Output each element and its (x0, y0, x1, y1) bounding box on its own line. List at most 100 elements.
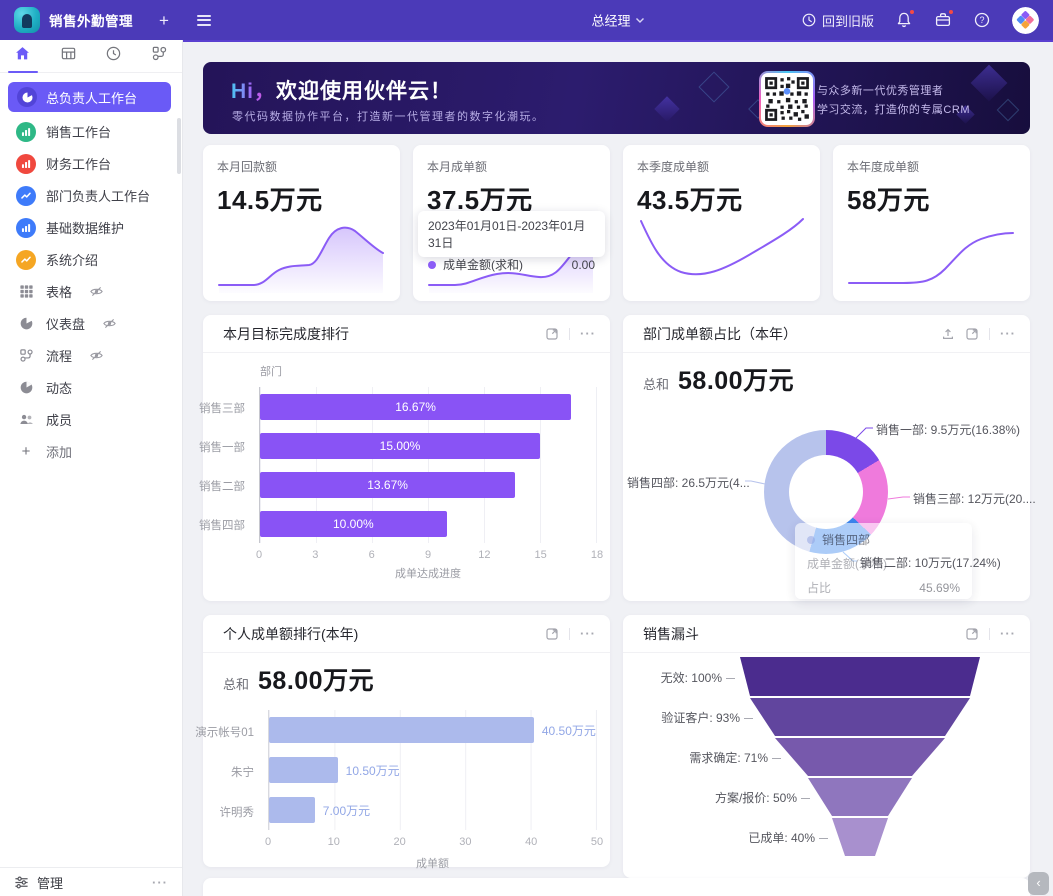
tooltip-date-range: 2023年01月01日-2023年01月31日 (428, 219, 586, 250)
sidebar-scrollbar[interactable] (177, 118, 181, 174)
sparkline-chart (218, 226, 384, 293)
funnel-stage-需求确定[interactable] (775, 738, 945, 776)
more-icon[interactable] (580, 327, 596, 340)
card-monthly-target-ranking: 本月目标完成度排行 部门 16.67% 15.00% 13.67% 10.00% 销售… (199, 315, 610, 601)
sidebar-item-6[interactable]: 表格 (0, 276, 182, 307)
sidebar-item-label: 表格 (46, 285, 73, 300)
sidebar-items: 总负责人工作台 销售工作台 财务工作台部门负责人工作台 基础数据维护系统介绍表格仪表盘… (0, 82, 182, 866)
expand-icon[interactable] (965, 327, 979, 341)
message-badge (948, 9, 954, 15)
x-tick-label: 18 (590, 549, 604, 561)
sidebar-item-5[interactable]: 系统介绍 (0, 244, 182, 275)
sidebar-item-9[interactable]: 动态 (0, 372, 182, 403)
tab-flow[interactable] (137, 40, 183, 72)
back-to-old-version-button[interactable]: 回到旧版 (801, 11, 874, 30)
help-icon[interactable]: ? (973, 11, 991, 29)
menu-hamburger-icon[interactable] (196, 12, 211, 28)
legend-dot (428, 260, 436, 269)
welcome-banner: Hi，欢迎使用伙伴云！ 零代码数据协作平台，打造新一代管理者的数字化潮玩。 (203, 62, 1030, 134)
funnel-stage-已成单[interactable] (832, 818, 888, 856)
x-axis-title: 成单达成进度 (395, 568, 461, 580)
bar-销售四部[interactable]: 10.00% (260, 510, 447, 537)
stat-label: 本季度成单额 (637, 160, 710, 174)
add-app-icon[interactable]: + (159, 10, 169, 30)
funnel-label: 需求确定: 71% (623, 749, 781, 766)
sidebar-item-label: 基础数据维护 (46, 221, 125, 236)
funnel-chart[interactable] (623, 653, 1030, 878)
export-icon[interactable] (941, 327, 955, 341)
sidebar-item-label: 部门负责人工作台 (46, 189, 151, 204)
category-label: 许明秀 (219, 806, 255, 819)
card-dept-share-donut: 部门成单额占比（本年） 总和 58.00万元 (623, 315, 1036, 601)
bar-朱宁[interactable] (269, 757, 338, 783)
banner-title: Hi，欢迎使用伙伴云！ (231, 80, 452, 103)
stat-tooltip: 2023年01月01日-2023年01月31日 成单金额(求和) 0.00 (418, 211, 605, 272)
app-logo-icon (14, 7, 40, 33)
tab-home[interactable] (0, 40, 46, 72)
donut-label: 销售一部: 9.5万元(16.38%) (876, 423, 1021, 437)
workspace-briefcase-icon[interactable] (934, 9, 954, 29)
donut-label: 销售四部: 26.5万元(4... (627, 476, 750, 490)
tooltip-series: 成单金额(求和) (443, 258, 523, 272)
sidebar-item-11[interactable]: + 添加 (0, 436, 182, 467)
card-title: 销售漏斗 (643, 625, 699, 642)
eye-off-icon[interactable] (89, 348, 104, 363)
sidebar-item-3[interactable]: 部门负责人工作台 (0, 180, 182, 211)
sidebar-item-10[interactable]: 成员 (0, 404, 182, 435)
card-title: 个人成单额排行(本年) (223, 625, 359, 642)
more-icon[interactable] (1000, 327, 1016, 340)
bar-销售一部[interactable]: 15.00% (260, 432, 540, 459)
funnel-stage-验证客户[interactable] (750, 698, 970, 736)
role-selector[interactable]: 总经理 (591, 11, 645, 30)
bar-演示帐号01[interactable] (269, 717, 534, 743)
sidebar-item-label: 成员 (46, 413, 73, 428)
bar-销售三部[interactable]: 16.67% (260, 393, 572, 420)
history-icon (802, 13, 816, 27)
sidebar-item-2[interactable]: 财务工作台 (0, 148, 182, 179)
category-label: 朱宁 (231, 766, 254, 779)
expand-icon[interactable] (965, 627, 979, 641)
notification-badge (909, 9, 915, 15)
tab-grid[interactable] (46, 40, 92, 72)
stat-label: 本月成单额 (427, 160, 488, 174)
x-tick-label: 15 (534, 549, 547, 561)
eye-off-icon[interactable] (102, 316, 117, 331)
x-tick-label: 9 (424, 549, 432, 561)
stat-value: 43.5万元 (637, 185, 743, 215)
sidebar-item-label: 动态 (46, 381, 73, 396)
stat-card-2: 本季度成单额 43.5万元 (623, 145, 820, 301)
eye-off-icon[interactable] (89, 284, 104, 299)
bar-许明秀[interactable] (269, 797, 315, 823)
tab-clock[interactable] (91, 40, 137, 72)
sidebar-item-0[interactable]: 总负责人工作台 (8, 82, 171, 112)
sidebar-manage-button[interactable]: 管理 (0, 867, 182, 896)
sparkline-chart (640, 218, 804, 276)
sidebar-item-8[interactable]: 流程 (0, 340, 182, 371)
funnel-stage-方案/报价[interactable] (808, 778, 912, 816)
x-tick-label: 6 (368, 549, 375, 561)
next-card-partial (203, 878, 1030, 896)
category-label: 销售四部 (199, 520, 245, 532)
expand-icon[interactable] (545, 627, 559, 641)
collapse-panel-button[interactable]: ‹ (1028, 872, 1049, 895)
sidebar-item-1[interactable]: 销售工作台 (0, 116, 182, 147)
notifications-bell-icon[interactable] (895, 9, 915, 29)
total-value: 58.00万元 (258, 667, 375, 695)
stat-card-0: 本月回款额 14.5万元 (203, 145, 400, 301)
more-icon[interactable] (580, 627, 596, 640)
banner-subtitle: 零代码数据协作平台，打造新一代管理者的数字化潮玩。 (232, 111, 545, 123)
funnel-stage-无效[interactable] (740, 657, 980, 696)
bar-销售二部[interactable]: 13.67% (260, 471, 516, 498)
flow-icon (151, 45, 168, 67)
user-avatar[interactable] (1012, 6, 1039, 34)
more-icon[interactable] (1000, 627, 1016, 640)
expand-icon[interactable] (545, 327, 559, 341)
x-tick-label: 3 (312, 549, 319, 561)
category-label: 销售三部 (199, 403, 245, 415)
sidebar-tabs (0, 40, 182, 73)
sidebar-item-7[interactable]: 仪表盘 (0, 308, 182, 339)
stat-value: 14.5万元 (217, 185, 323, 215)
manage-more-icon[interactable] (152, 876, 168, 889)
sidebar-item-4[interactable]: 基础数据维护 (0, 212, 182, 243)
flow-gray-icon (16, 346, 36, 366)
